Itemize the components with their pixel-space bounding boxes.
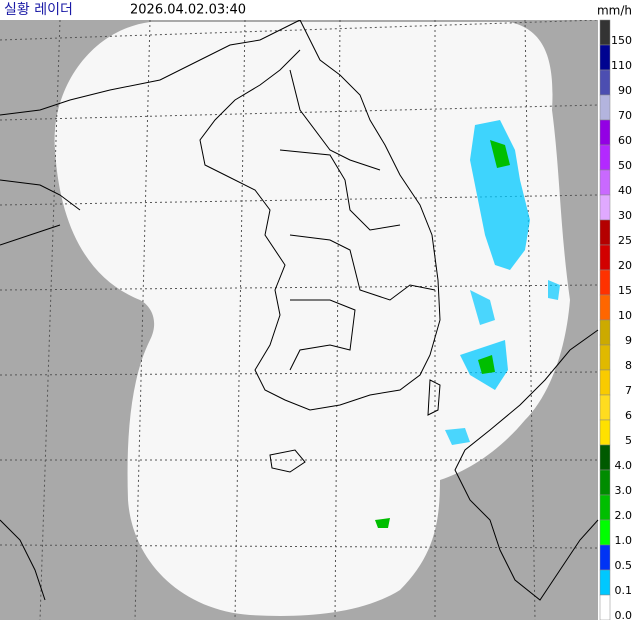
legend-label: 6	[625, 409, 632, 422]
legend-swatch	[599, 419, 611, 446]
legend-swatch	[599, 244, 611, 271]
legend-label: 150	[611, 34, 632, 47]
legend-swatch	[599, 444, 611, 471]
legend-label: 1.0	[615, 534, 633, 547]
legend-swatch	[599, 269, 611, 296]
legend-swatch	[599, 169, 611, 196]
legend-swatch	[599, 144, 611, 171]
legend-swatch	[599, 544, 611, 571]
title: 실황 레이더	[4, 2, 73, 18]
legend-swatch	[599, 19, 611, 46]
legend-label: 20	[618, 259, 632, 272]
legend-label: 0.0	[615, 609, 633, 620]
legend-swatch	[599, 344, 611, 371]
legend-label: 60	[618, 134, 632, 147]
legend-label: 5	[625, 434, 632, 447]
legend-label: 10	[618, 309, 632, 322]
legend-label: 40	[618, 184, 632, 197]
radar-coverage	[54, 22, 571, 616]
unit: mm/h	[597, 4, 632, 18]
legend-label: 25	[618, 234, 632, 247]
coastlines	[0, 19, 599, 601]
legend-swatch	[599, 494, 611, 521]
timestamp: 2026.04.02.03:40	[130, 3, 246, 18]
rain-echoes	[375, 120, 560, 528]
legend-swatch	[599, 519, 611, 546]
legend-swatch	[599, 469, 611, 496]
legend-label: 9	[625, 334, 632, 347]
legend-swatch	[599, 194, 611, 221]
legend-label: 90	[618, 84, 632, 97]
legend-label: 30	[618, 209, 632, 222]
header-bar	[0, 0, 635, 20]
legend-swatch	[599, 294, 611, 321]
legend-label: 70	[618, 109, 632, 122]
legend-swatch	[599, 94, 611, 121]
legend-label: 0.5	[615, 559, 633, 572]
legend-swatch	[599, 219, 611, 246]
legend-swatch	[599, 69, 611, 96]
legend-swatch	[599, 394, 611, 421]
legend-label: 0.1	[615, 584, 633, 597]
legend-label: 2.0	[615, 509, 633, 522]
legend-label: 50	[618, 159, 632, 172]
legend-label: 3.0	[615, 484, 633, 497]
legend-swatch	[599, 569, 611, 596]
legend-swatch	[599, 119, 611, 146]
legend-label: 4.0	[615, 459, 633, 472]
legend-swatch	[599, 44, 611, 71]
legend-swatch	[599, 319, 611, 346]
legend-swatch	[599, 594, 611, 620]
grid	[0, 19, 599, 620]
legend-swatch	[599, 369, 611, 396]
legend: 150 110 90 70 60 50 40 30 25 20 15 10 9 8 7 6 5 4.0 3.0 2.0…	[599, 19, 633, 620]
legend-label: 110	[611, 59, 632, 72]
legend-label: 15	[618, 284, 632, 297]
legend-label: 7	[625, 384, 632, 397]
legend-label: 8	[625, 359, 632, 372]
